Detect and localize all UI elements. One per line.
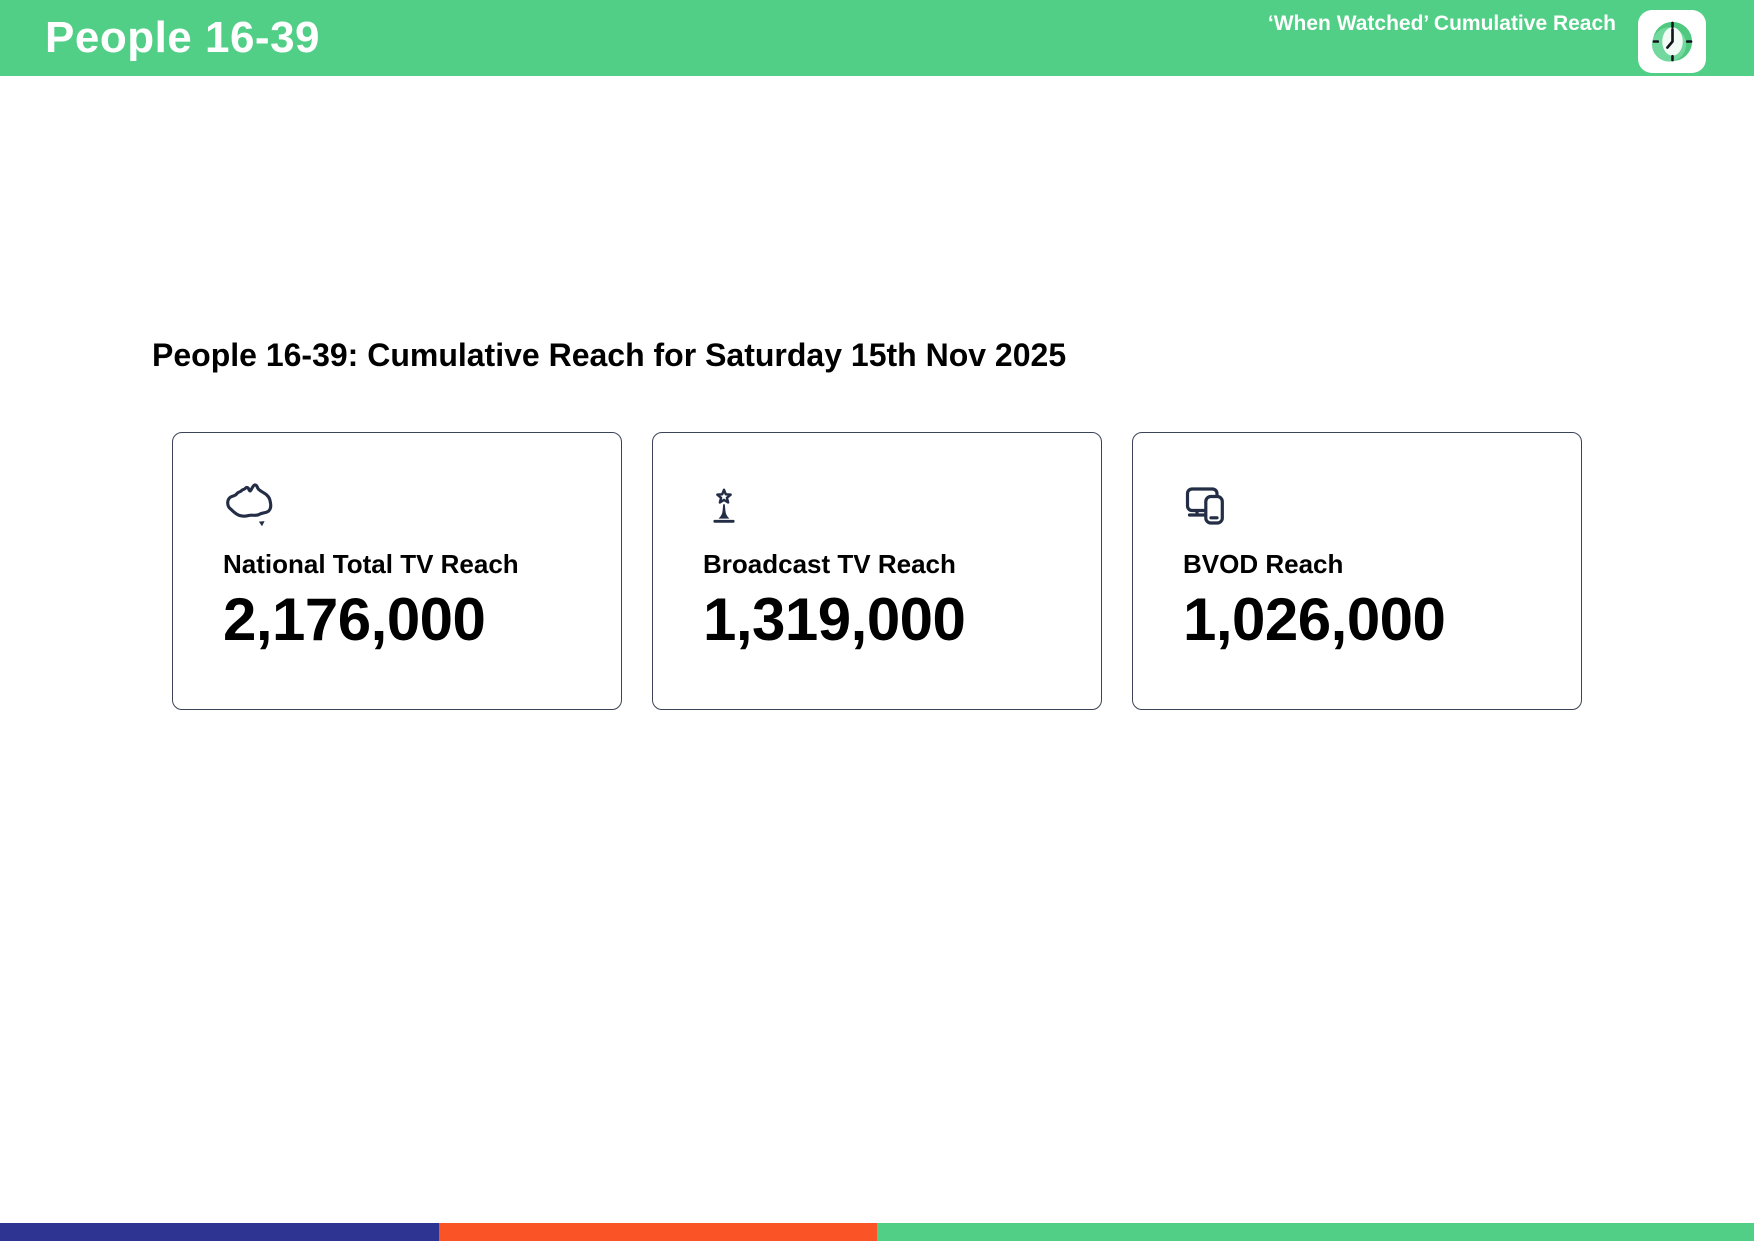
footer-segment-green	[877, 1223, 1754, 1241]
kpi-value: 1,319,000	[703, 586, 966, 653]
kpi-label: National Total TV Reach	[223, 549, 519, 579]
report-heading: People 16-39: Cumulative Reach for Satur…	[152, 337, 1067, 373]
tv-and-phone-icon	[1183, 479, 1551, 533]
page-title: People 16-39	[45, 13, 321, 62]
footer-segment-blue	[0, 1223, 439, 1241]
australia-map-icon	[223, 479, 591, 533]
clock-icon	[1638, 9, 1706, 73]
kpi-card-bvod: BVOD Reach 1,026,000	[1132, 432, 1582, 710]
kpi-value: 1,026,000	[1183, 586, 1446, 653]
kpi-cards-row: National Total TV Reach 2,176,000 Broadc…	[172, 432, 1582, 710]
kpi-value: 2,176,000	[223, 586, 486, 653]
kpi-label: Broadcast TV Reach	[703, 549, 956, 579]
broadcast-tower-icon	[703, 479, 1071, 533]
footer-segment-orange	[438, 1223, 877, 1241]
header-bar: People 16-39 ‘When Watched’ Cumulative R…	[0, 0, 1754, 76]
kpi-card-national-total-tv: National Total TV Reach 2,176,000	[172, 432, 622, 710]
header-right: ‘When Watched’ Cumulative Reach	[1267, 7, 1706, 73]
footer-color-bar	[0, 1223, 1754, 1241]
kpi-card-broadcast-tv: Broadcast TV Reach 1,319,000	[652, 432, 1102, 710]
main-content: People 16-39: Cumulative Reach for Satur…	[0, 337, 1754, 710]
kpi-label: BVOD Reach	[1183, 549, 1344, 579]
header-tagline: ‘When Watched’ Cumulative Reach	[1267, 12, 1616, 35]
